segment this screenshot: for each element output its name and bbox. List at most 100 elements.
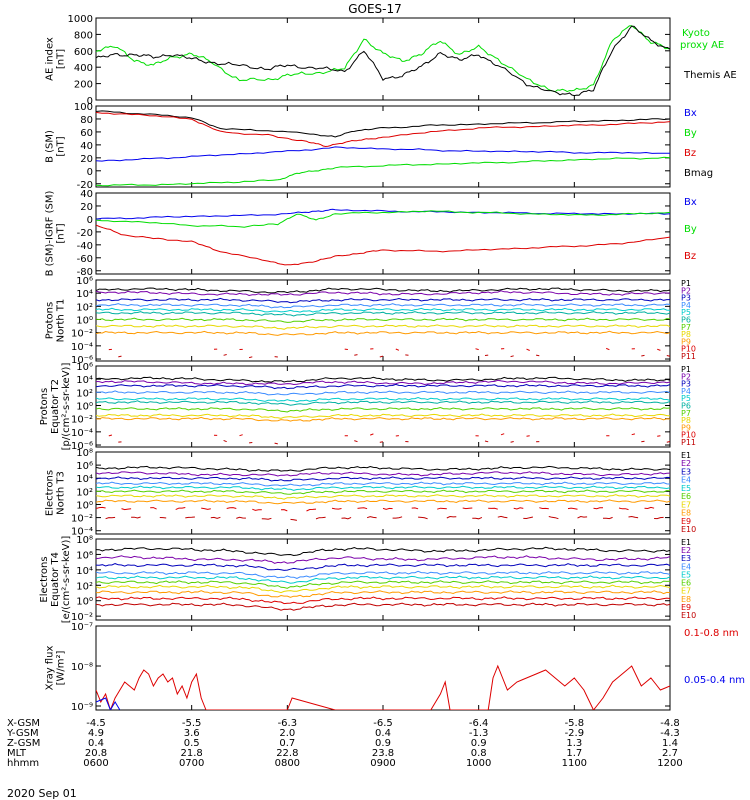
flux-line [150, 507, 157, 510]
legend-entry: E9 [681, 517, 691, 526]
flux-line [654, 516, 664, 520]
y-axis-label: [W/m²] [56, 650, 67, 685]
y-tick-label: 100 [74, 102, 93, 113]
x-row-value: 0600 [83, 758, 108, 769]
legend-entry: E7 [681, 500, 691, 509]
x-row-value: 0800 [275, 758, 300, 769]
flux-line [96, 290, 670, 297]
flux-line [641, 354, 645, 357]
flux-line [526, 348, 530, 351]
x-row-value: -2.9 [565, 728, 585, 739]
flux-line [631, 433, 636, 436]
flux-line [96, 489, 670, 495]
panel-ee: 10⁸ 10⁶ 10⁴ 10² 10⁰ 10⁻² Electrons Equator T4 [e… [39, 535, 696, 623]
panel-xray: 10⁻⁷ 10⁻⁸ 10⁻⁹ Xray flux [W/m²] 0.1-0.8 nm 0.0… [45, 622, 746, 713]
legend-entry: E9 [681, 603, 691, 612]
y-axis-label: B (SM) [45, 130, 56, 163]
x-row-value: 0.9 [375, 738, 391, 749]
panel-frame [95, 625, 671, 711]
flux-line [131, 516, 141, 519]
y-axis-label: Electrons [39, 556, 50, 602]
y-tick-label: 80 [80, 115, 93, 126]
figure-title: GOES-17 [348, 2, 402, 16]
flux-line [536, 354, 540, 357]
legend-entry: E1 [681, 538, 691, 547]
plot-area [96, 546, 670, 611]
flux-line [539, 507, 549, 510]
y-tick-label: 10⁻⁶ [71, 441, 93, 452]
x-row-value: 1100 [562, 758, 587, 769]
legend-entry: E5 [681, 570, 691, 579]
legend-entry: Themis AE [683, 70, 737, 81]
plot-area [96, 664, 670, 710]
flux-line [96, 317, 670, 323]
flux-line [96, 546, 670, 557]
legend-entry: 0.1-0.8 nm [684, 628, 739, 639]
legend-entry: P4 [681, 387, 691, 396]
flux-line [526, 435, 530, 437]
flux-line [96, 303, 670, 309]
flux-line [657, 435, 661, 437]
flux-line [513, 507, 524, 510]
flux-line [382, 507, 393, 510]
panel-en: 10⁸ 10⁶ 10⁴ 10² 10⁰ 10⁻² 10⁻⁴ Electrons North T3… [45, 448, 697, 538]
x-row-value: -5.8 [565, 718, 585, 729]
flux-line [96, 570, 670, 579]
legend-entry: E2 [681, 546, 691, 555]
flux-line [354, 440, 358, 443]
y-tick-label: -80 [77, 267, 93, 278]
plot-area [96, 208, 670, 266]
flux-line [331, 507, 342, 510]
series-line [96, 697, 121, 710]
flux-line [475, 348, 479, 351]
flux-line [96, 499, 670, 505]
flux-line [462, 507, 473, 510]
flux-line [411, 507, 419, 510]
y-tick-label: 400 [74, 63, 93, 74]
panel-frame [95, 451, 671, 535]
flux-line [370, 433, 374, 436]
panel-ae: 1000 800 600 400 200 0 AE index [nT] Kyotoproxy … [45, 14, 737, 107]
flux-line [252, 508, 262, 511]
flux-line [644, 506, 655, 510]
legend-entry: P8 [681, 330, 691, 339]
flux-line [105, 516, 116, 520]
flux-line [602, 516, 613, 520]
y-tick-label: 10⁻² [71, 415, 93, 426]
series-line [96, 111, 670, 148]
flux-line [96, 396, 670, 403]
flux-line [96, 506, 106, 509]
flux-line [226, 507, 237, 509]
x-row-value: -4.5 [86, 718, 106, 729]
legend-entry: P5 [681, 308, 691, 317]
legend-entry: P3 [681, 294, 691, 303]
y-axis-label: Equator T4 [50, 552, 61, 607]
x-row-value: 0.4 [375, 728, 391, 739]
y-tick-label: 10⁻⁴ [71, 428, 93, 439]
legend-entry: E3 [681, 467, 691, 476]
y-tick-label: 10⁻⁴ [71, 527, 93, 538]
series-line [96, 25, 670, 97]
flux-line [500, 433, 505, 436]
x-row-value: 0700 [179, 758, 204, 769]
legend-entry: P6 [681, 316, 691, 325]
flux-line [96, 575, 670, 584]
legend-entry: P1 [681, 279, 691, 288]
x-row-value: 0.4 [88, 738, 104, 749]
x-row-value: -6.4 [469, 718, 489, 729]
y-tick-label: 0 [87, 96, 93, 107]
flux-line [418, 516, 428, 520]
flux-line [497, 515, 508, 519]
flux-line [280, 509, 288, 512]
flux-line [96, 481, 670, 487]
legend-entry: proxy AE [680, 40, 724, 51]
y-tick-label: 20 [80, 154, 93, 165]
y-tick-label: -20 [77, 180, 93, 191]
y-tick-label: 10⁻⁷ [71, 622, 93, 633]
flux-line [341, 516, 352, 520]
flux-line [472, 516, 483, 520]
x-row-label: X-GSM [7, 718, 40, 729]
flux-line [618, 507, 629, 511]
plot-area [96, 287, 670, 359]
plot-area [96, 465, 670, 521]
